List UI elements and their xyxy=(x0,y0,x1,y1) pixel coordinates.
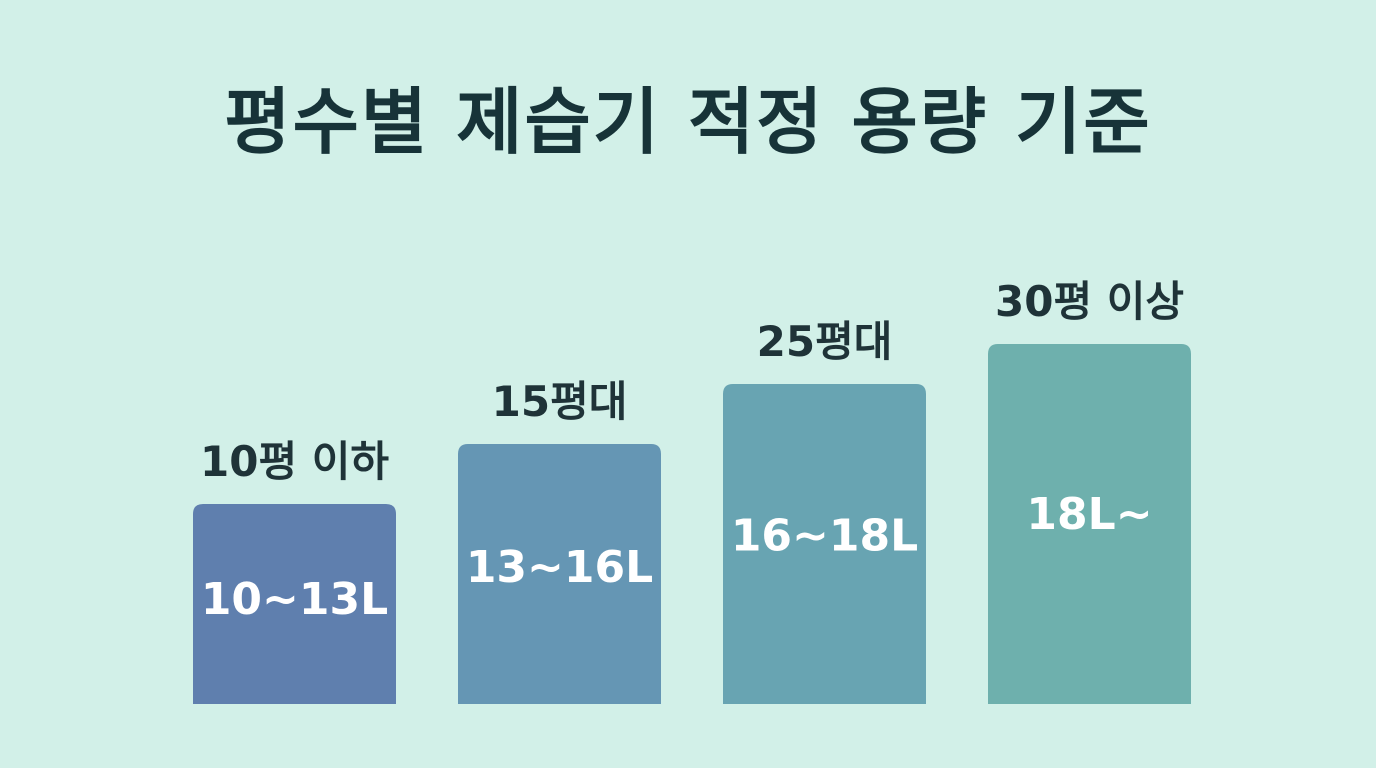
value-label-3: 16~18L xyxy=(731,510,918,561)
value-label-4: 18L~ xyxy=(1026,489,1152,540)
bar-1 xyxy=(193,504,396,704)
bar-4 xyxy=(988,344,1191,704)
bar-2 xyxy=(458,444,661,704)
category-label-3: 25평대 xyxy=(757,317,893,366)
category-label-4: 30평 이상 xyxy=(995,277,1184,326)
chart-title: 평수별 제습기 적정 용량 기준 xyxy=(224,80,1152,164)
value-label-1: 10~13L xyxy=(201,574,388,625)
category-label-2: 15평대 xyxy=(492,377,628,426)
bar-3 xyxy=(723,384,926,704)
category-label-1: 10평 이하 xyxy=(200,437,389,486)
value-label-2: 13~16L xyxy=(466,542,653,593)
